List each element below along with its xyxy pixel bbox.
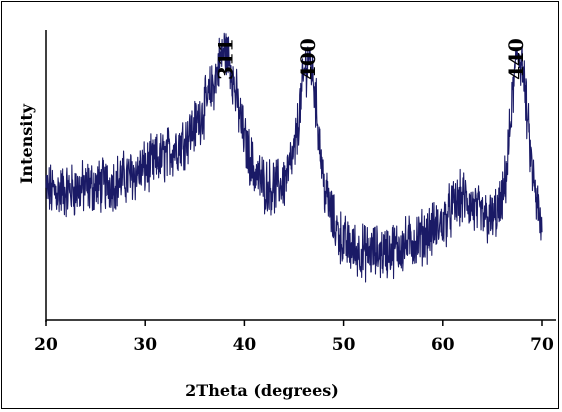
y-axis-title: Intensity	[17, 103, 36, 184]
x-tick-label: 50	[332, 335, 356, 355]
x-ticks: 20 30 40 50 60 70	[34, 320, 554, 355]
x-tick-label: 20	[34, 335, 58, 355]
x-tick-label: 60	[431, 335, 455, 355]
x-tick-label: 40	[233, 335, 257, 355]
peak-label: 440	[504, 38, 528, 80]
peak-label: 311	[214, 38, 238, 80]
series-line-0	[45, 32, 543, 283]
peak-annotations: 311 400 440	[214, 38, 529, 80]
peak-label: 400	[296, 38, 320, 80]
x-tick-label: 30	[133, 335, 157, 355]
x-axis-title: 2Theta (degrees)	[185, 381, 339, 400]
x-tick-label: 70	[530, 335, 554, 355]
